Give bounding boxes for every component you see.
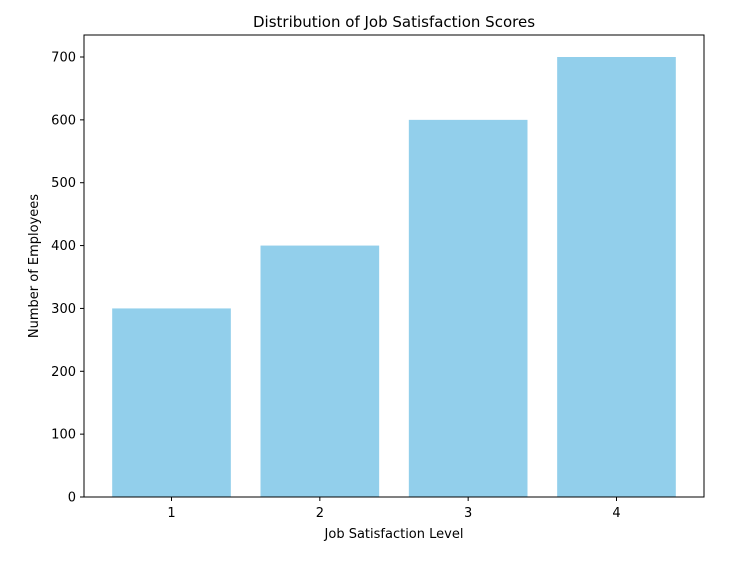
chart-title: Distribution of Job Satisfaction Scores: [253, 13, 535, 31]
plot-area: 1 2 3 4 0 100 200 300 400 500 600 700: [51, 51, 676, 521]
y-tick-label-500: 500: [51, 176, 76, 191]
bar-4: [557, 57, 676, 497]
x-tick-label-3: 3: [464, 506, 472, 521]
y-axis-label: Number of Employees: [27, 194, 42, 338]
x-tick-label-1: 1: [167, 506, 175, 521]
y-tick-label-300: 300: [51, 302, 76, 317]
bar-3: [408, 119, 528, 497]
y-tick-label-0: 0: [68, 491, 76, 506]
bar-2: [260, 245, 380, 497]
x-axis-label: Job Satisfaction Level: [324, 527, 464, 542]
y-tick-label-600: 600: [51, 113, 76, 128]
y-tick-label-200: 200: [51, 365, 76, 380]
plot-frame: [83, 34, 705, 498]
y-tick-label-100: 100: [51, 428, 76, 443]
y-tick-label-700: 700: [51, 51, 76, 66]
x-tick-label-4: 4: [612, 506, 620, 521]
y-tick-label-400: 400: [51, 239, 76, 254]
bar-1: [112, 308, 231, 497]
x-tick-label-2: 2: [316, 506, 324, 521]
